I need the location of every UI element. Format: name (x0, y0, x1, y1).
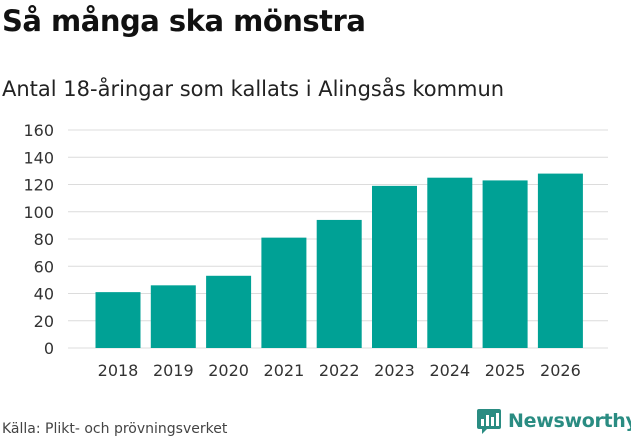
y-tick-label: 40 (34, 285, 54, 304)
y-tick-label: 0 (44, 339, 54, 358)
y-tick-label: 20 (34, 312, 54, 331)
y-tick-label: 60 (34, 257, 54, 276)
chart-subtitle: Antal 18-åringar som kallats i Alingsås … (2, 77, 505, 101)
bar-2021 (261, 237, 307, 348)
x-tick-label: 2020 (208, 361, 249, 380)
source-note: Källa: Plikt- och prövningsverket (2, 421, 228, 437)
newsworthy-logo-icon (477, 409, 501, 434)
brand-name: Newsworthy (508, 410, 631, 432)
bar-2025 (482, 180, 528, 348)
x-tick-label: 2018 (98, 361, 139, 380)
x-axis-ticks: 2018 2019 2020 2021 2022 2023 2024 2025 2026 (98, 361, 581, 380)
y-axis-ticks: 0 20 40 60 80 100 120 140 160 (23, 121, 54, 358)
y-tick-label: 140 (23, 148, 54, 167)
y-tick-label: 80 (34, 230, 54, 249)
bar-2020 (206, 275, 252, 348)
bar-2019 (150, 285, 196, 348)
x-tick-label: 2026 (540, 361, 581, 380)
x-tick-label: 2021 (264, 361, 305, 380)
bars (95, 173, 583, 348)
x-tick-label: 2022 (319, 361, 360, 380)
y-tick-label: 100 (23, 203, 54, 222)
chart-title: Så många ska mönstra (2, 4, 366, 38)
bar-2022 (316, 219, 362, 348)
x-tick-label: 2023 (374, 361, 415, 380)
x-tick-label: 2019 (153, 361, 194, 380)
bar-2023 (372, 185, 417, 348)
y-tick-label: 120 (23, 176, 54, 195)
bar-2026 (537, 173, 583, 348)
x-tick-label: 2025 (485, 361, 526, 380)
y-tick-label: 160 (23, 121, 54, 140)
bar-2024 (427, 177, 473, 348)
brand-logo: Newsworthy (476, 408, 631, 434)
bar-2018 (95, 292, 141, 348)
x-tick-label: 2024 (429, 361, 470, 380)
